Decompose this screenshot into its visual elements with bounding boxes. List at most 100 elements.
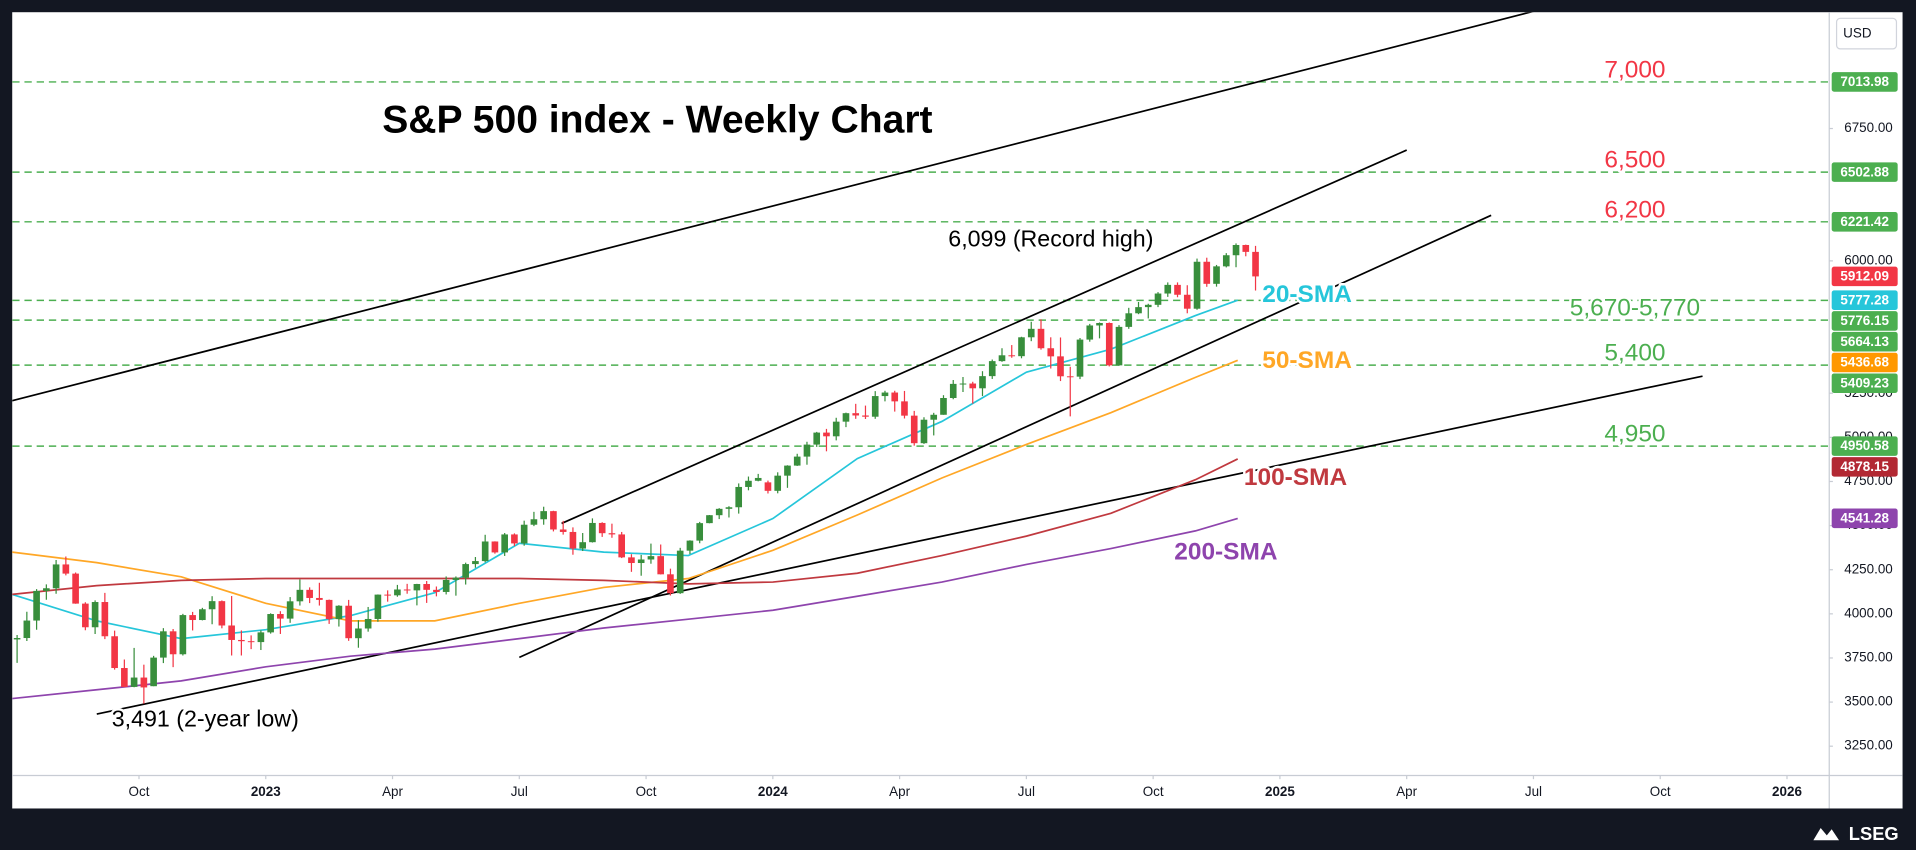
candle-body <box>1222 255 1230 267</box>
candle-body <box>150 657 157 687</box>
two-year-low-note: 3,491 (2-year low) <box>112 706 299 732</box>
sma-label: 50-SMA <box>1262 347 1352 374</box>
candle-body <box>286 601 294 619</box>
candle-body <box>364 618 372 629</box>
candle-body <box>1232 244 1240 256</box>
level-label: 5,670-5,770 <box>1570 295 1700 322</box>
plot-area <box>12 12 1830 715</box>
price-tags: 7013.98 6502.88 6221.42 5912.09 5777.28 5776.… <box>1831 72 1898 529</box>
chart-title: S&P 500 index - Weekly Chart <box>382 98 932 141</box>
candle-body <box>140 677 148 688</box>
candle-body <box>423 584 430 590</box>
y-tick-label: 4000.00 <box>1844 605 1893 620</box>
candle-body <box>764 482 772 491</box>
price-tag-label: 7013.98 <box>1840 74 1889 89</box>
candle-body <box>1242 244 1250 252</box>
candle-body <box>550 511 557 530</box>
candle-body <box>1125 313 1133 327</box>
candle-body <box>813 432 821 445</box>
candle-body <box>1183 294 1191 309</box>
candle-body <box>647 556 655 560</box>
candle-body <box>189 615 196 621</box>
y-tick-label: 4750.00 <box>1844 473 1893 488</box>
sma-label: 100-SMA <box>1244 464 1347 491</box>
price-tag-label: 5912.09 <box>1840 269 1889 284</box>
candle-body <box>1037 328 1045 349</box>
candle-body <box>23 620 31 639</box>
x-tick-label: Apr <box>889 784 910 799</box>
candle-body <box>306 589 313 598</box>
candle-body <box>988 361 996 377</box>
axes: 3250.003500.003750.004000.004250.004500.… <box>129 120 1893 799</box>
candle-body <box>1203 261 1211 284</box>
x-tick-label: Oct <box>1143 784 1164 799</box>
brand: LSEG <box>1849 823 1899 844</box>
x-tick-label: 2023 <box>251 784 281 799</box>
currency[interactable]: USD <box>1843 26 1872 41</box>
candle-body <box>13 638 21 640</box>
candle-body <box>871 396 879 417</box>
price-tag-label: 5664.13 <box>1840 334 1889 349</box>
currency-box[interactable] <box>1835 17 1898 50</box>
trend-line <box>12 12 1534 402</box>
candle-body <box>949 383 957 399</box>
candle-body <box>823 432 830 437</box>
candle-body <box>940 398 947 415</box>
candle-body <box>1018 337 1025 357</box>
candle-body <box>1164 284 1172 294</box>
candle-body <box>169 631 177 655</box>
y-tick-label: 6000.00 <box>1844 252 1893 267</box>
candle-body <box>433 589 440 592</box>
candle-body <box>462 564 469 578</box>
candle-body <box>1096 322 1103 326</box>
candle-body <box>754 477 762 481</box>
candle-body <box>1057 356 1064 377</box>
candle-body <box>481 541 489 562</box>
x-tick-label: Jul <box>511 784 528 799</box>
price-tag <box>1831 266 1898 287</box>
annotations: S&P 500 index - Weekly Chart 6,099 (Reco… <box>109 54 1702 734</box>
candle-body <box>511 534 518 544</box>
candle-body <box>208 601 216 610</box>
sma-line <box>12 299 1238 640</box>
candle-body <box>228 625 235 640</box>
candle-body <box>745 480 752 487</box>
x-tick-label: Jul <box>1018 784 1035 799</box>
candle-body <box>1076 339 1084 377</box>
candle-body <box>179 615 187 655</box>
candle-body <box>1115 326 1123 366</box>
candle-body <box>676 550 684 594</box>
candle-body <box>706 515 713 524</box>
candle-body <box>618 534 626 558</box>
price-tag <box>1831 373 1898 394</box>
candle-body <box>520 524 528 544</box>
candle-body <box>715 508 723 516</box>
candle-body <box>920 419 928 444</box>
candle-body <box>345 605 352 639</box>
candle-body <box>335 605 343 620</box>
candle-body <box>910 415 918 444</box>
price-tag <box>1831 212 1898 232</box>
candle-body <box>530 519 538 525</box>
candle-body <box>62 564 70 574</box>
x-tick-label: 2025 <box>1265 784 1295 799</box>
candle-body <box>72 573 79 604</box>
price-tag-label: 6221.42 <box>1840 214 1889 229</box>
x-tick-label: Jul <box>1525 784 1542 799</box>
price-tag <box>1831 436 1898 456</box>
price-tag <box>1831 352 1898 373</box>
level-label: 6,500 <box>1604 147 1665 174</box>
candle-body <box>559 529 567 532</box>
candle-body <box>1027 328 1035 338</box>
candle-body <box>218 601 226 626</box>
price-tag <box>1831 290 1898 310</box>
price-tag <box>1831 72 1898 92</box>
candle-body <box>803 444 811 457</box>
candle-body <box>355 628 362 639</box>
candle-body <box>452 577 460 580</box>
candle-body <box>969 383 977 389</box>
candle-body <box>842 413 850 422</box>
trend-line <box>561 149 1408 525</box>
candle-body <box>998 355 1006 362</box>
